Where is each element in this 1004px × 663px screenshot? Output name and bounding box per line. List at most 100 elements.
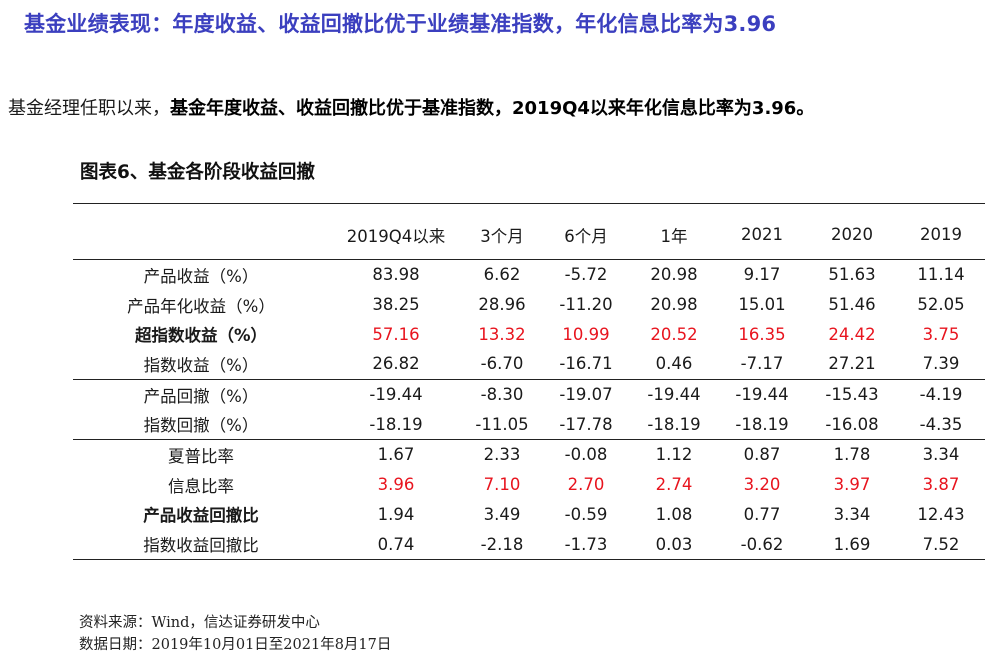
table-group: 产品回撤（%） -19.44 -8.30 -19.07 -19.44 -19.44 -15.…: [73, 379, 985, 439]
table-cell: -16.71: [559, 354, 613, 374]
table-cell: -19.44: [735, 385, 789, 405]
column-header: 2019: [920, 225, 962, 244]
table-cell: -4.19: [919, 385, 963, 405]
table-cell: 1.69: [833, 534, 871, 554]
summary-plain-text: 基金经理任职以来，: [8, 98, 170, 119]
table-row: 产品年化收益（%） 38.25 28.96 -11.20 20.98 15.01 51.46…: [73, 290, 985, 320]
table-cell: 3.49: [483, 504, 521, 524]
table-cell: -0.08: [564, 445, 608, 465]
table-cell: 6.62: [483, 265, 521, 285]
table-cell: 0.46: [655, 354, 693, 374]
table-row: 指数收益回撤比 0.74 -2.18 -1.73 0.03 -0.62 1.69 7.52: [73, 529, 985, 559]
table-cell: -18.19: [735, 414, 789, 434]
table-cell: -0.59: [564, 504, 608, 524]
table-header: 2019Q4以来 3个月 6个月 1年 2021 2020 2019: [73, 203, 985, 260]
row-label: 信息比率: [73, 470, 329, 500]
row-label: 产品回撤（%）: [73, 379, 329, 409]
table-cell: 57.16: [372, 324, 420, 344]
table-cell: 27.21: [828, 354, 876, 374]
table-row: 产品收益回撤比 1.94 3.49 -0.59 1.08 0.77 3.34 12.43: [73, 500, 985, 530]
column-header: 1年: [660, 226, 688, 246]
row-label: 指数回撤（%）: [73, 409, 329, 439]
table-cell: 2.74: [655, 475, 693, 495]
table-cell: 3.34: [922, 445, 960, 465]
row-label: 指数收益回撤比: [73, 529, 329, 559]
column-header: 2021: [741, 225, 783, 244]
table-cell: -19.07: [559, 385, 613, 405]
table-cell: -4.35: [919, 414, 963, 434]
row-label-text: 指数回撤（%）: [143, 416, 259, 436]
table-cell: -18.19: [369, 414, 423, 434]
table-cell: 3.34: [833, 504, 871, 524]
date-range-line: 数据日期：2019年10月01日至2021年8月17日: [79, 637, 392, 653]
row-label-text: 超指数收益（%）: [134, 326, 268, 346]
table-cell: 52.05: [917, 295, 965, 315]
table-group: 产品收益（%） 83.98 6.62 -5.72 20.98 9.17 51.63 11.14…: [73, 259, 985, 380]
table-cell: 1.94: [377, 504, 415, 524]
row-label-text: 产品年化收益（%）: [127, 296, 275, 316]
table-cell: -19.44: [647, 385, 701, 405]
table-cell: 3.87: [922, 475, 960, 495]
table-cell: -7.17: [740, 354, 784, 374]
table-cell: 0.87: [743, 445, 781, 465]
table-row: 指数回撤（%） -18.19 -11.05 -17.78 -18.19 -18.19 -16…: [73, 409, 985, 439]
table-cell: 2.33: [483, 445, 521, 465]
row-label-text: 指数收益（%）: [143, 355, 259, 375]
table-cell: 2.70: [567, 475, 605, 495]
table-row: 指数收益（%） 26.82 -6.70 -16.71 0.46 -7.17 27.21 7.3…: [73, 349, 985, 379]
table-row: 产品回撤（%） -19.44 -8.30 -19.07 -19.44 -19.44 -15.…: [73, 379, 985, 409]
table-cell: -17.78: [559, 414, 613, 434]
source-line: 资料来源：Wind，信达证券研发中心: [79, 615, 320, 631]
table-cell: 11.14: [917, 265, 965, 285]
table-cell: 26.82: [372, 354, 420, 374]
table-row: 产品收益（%） 83.98 6.62 -5.72 20.98 9.17 51.63 11.14: [73, 260, 985, 290]
table-cell: 16.35: [738, 324, 786, 344]
column-header: 2019Q4以来: [346, 226, 446, 246]
table-cell: -5.72: [564, 265, 608, 285]
table-cell: 7.39: [922, 354, 960, 374]
table-cell: 1.08: [655, 504, 693, 524]
table-cell: 38.25: [372, 295, 420, 315]
table-row: 夏普比率 1.67 2.33 -0.08 1.12 0.87 1.78 3.34: [73, 440, 985, 470]
table-cell: 51.63: [828, 265, 876, 285]
table-cell: -11.05: [475, 414, 529, 434]
table-cell: 1.67: [377, 445, 415, 465]
table-cell: 13.32: [478, 324, 526, 344]
page-heading: 基金业绩表现：年度收益、收益回撤比优于业绩基准指数，年化信息比率为3.96: [24, 12, 777, 36]
table-cell: 0.77: [743, 504, 781, 524]
row-label-text: 产品收益回撤比: [143, 506, 259, 526]
row-label: 超指数收益（%）: [73, 319, 329, 349]
table-cell: 7.10: [483, 475, 521, 495]
row-label-text: 指数收益回撤比: [143, 536, 259, 556]
table-cell: -15.43: [825, 385, 879, 405]
table-title: 图表6、基金各阶段收益回撤: [80, 162, 315, 183]
table-cell: -1.73: [564, 534, 608, 554]
column-header: 6个月: [564, 226, 608, 246]
table-cell: 12.43: [917, 504, 965, 524]
row-label: 指数收益（%）: [73, 349, 329, 379]
table-cell: -11.20: [559, 295, 613, 315]
table-cell: 0.74: [377, 534, 415, 554]
row-label-text: 信息比率: [168, 476, 234, 496]
row-label: 产品收益回撤比: [73, 500, 329, 530]
table-cell: 7.52: [922, 534, 960, 554]
header-label-cell: [73, 204, 329, 260]
row-label-text: 产品收益（%）: [143, 266, 259, 286]
table-row: 超指数收益（%） 57.16 13.32 10.99 20.52 16.35 24.42 3.…: [73, 319, 985, 349]
table-cell: 20.52: [650, 324, 698, 344]
table-cell: -18.19: [647, 414, 701, 434]
summary-bold-text: 基金年度收益、收益回撤比优于基准指数，2019Q4以来年化信息比率为3.96。: [170, 98, 815, 119]
table-cell: 3.96: [377, 475, 415, 495]
table-cell: 10.99: [562, 324, 610, 344]
table-cell: 20.98: [650, 265, 698, 285]
table-cell: 20.98: [650, 295, 698, 315]
source-note: 资料来源：Wind，信达证券研发中心 数据日期：2019年10月01日至2021…: [79, 612, 391, 656]
table-cell: -6.70: [480, 354, 524, 374]
column-header: 2020: [831, 225, 873, 244]
table-row: 信息比率 3.96 7.10 2.70 2.74 3.20 3.97 3.87: [73, 470, 985, 500]
summary-paragraph: 基金经理任职以来，基金年度收益、收益回撤比优于基准指数，2019Q4以来年化信息…: [8, 94, 814, 120]
table-cell: 3.97: [833, 475, 871, 495]
table-cell: 3.20: [743, 475, 781, 495]
table-cell: 83.98: [372, 265, 420, 285]
table-cell: 51.46: [828, 295, 876, 315]
